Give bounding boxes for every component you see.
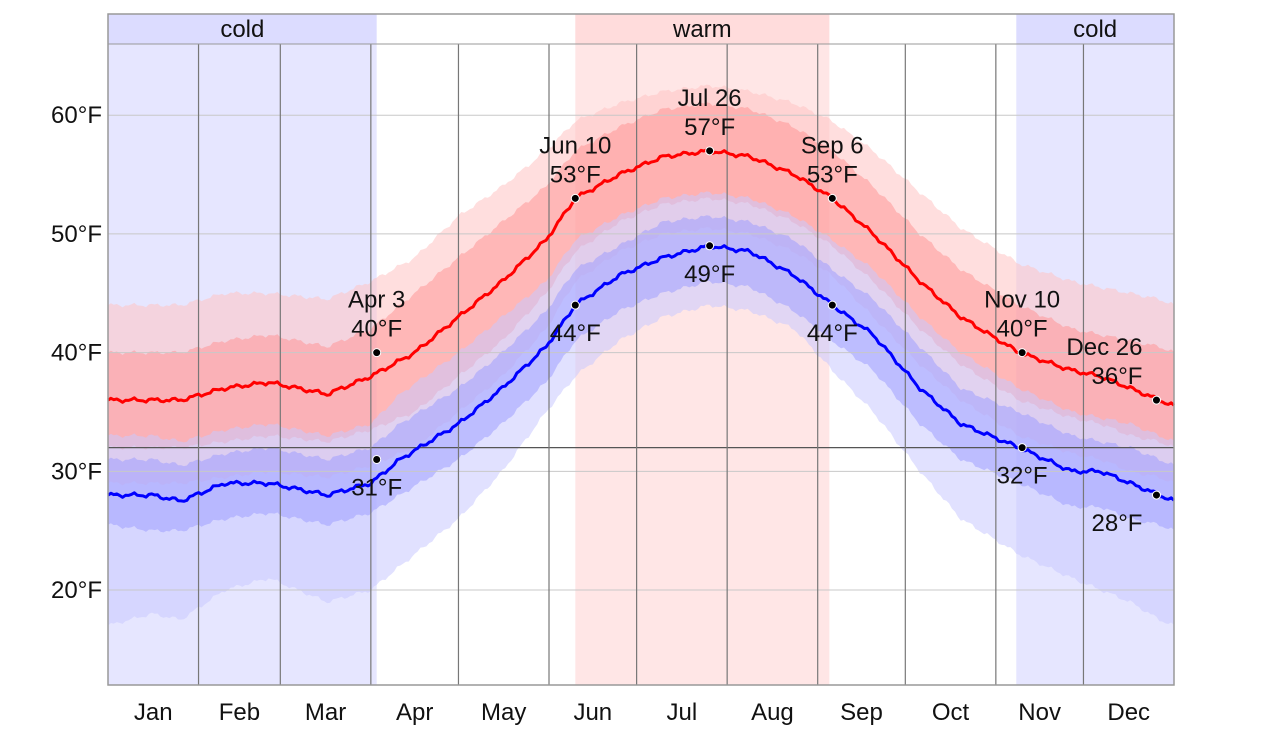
low-temperature-line xyxy=(107,243,1175,503)
low-outer-band xyxy=(108,191,1174,626)
season-label: cold xyxy=(1073,16,1117,43)
x-tick-label: Jan xyxy=(134,699,173,726)
date-label: Jul 26 xyxy=(678,85,742,112)
high-inner-band xyxy=(108,102,1174,450)
season-strip-warm xyxy=(575,14,830,44)
low-annotation-dot xyxy=(1151,490,1161,500)
date-label: Apr 3 xyxy=(348,287,405,314)
high-value-label: 53°F xyxy=(807,161,858,188)
y-tick-label: 30°F xyxy=(51,458,102,485)
low-annotation-dot xyxy=(570,300,580,310)
x-tick-label: Dec xyxy=(1107,699,1150,726)
y-tick-label: 60°F xyxy=(51,102,102,129)
x-tick-label: Sep xyxy=(840,699,883,726)
axes: 20°F 30°F 40°F 50°F 60°F Jan Feb Mar Apr May Jun Ju… xyxy=(51,102,1150,726)
season-label: cold xyxy=(220,16,264,43)
low-value-label: 28°F xyxy=(1092,510,1143,537)
season-strip-cold xyxy=(108,14,377,44)
high-value-label: 53°F xyxy=(550,161,601,188)
x-tick-label: Jun xyxy=(573,699,612,726)
high-annotation-dot xyxy=(827,193,837,203)
high-annotation-dot xyxy=(372,348,382,358)
x-tick-label: Apr xyxy=(396,699,433,726)
high-annotation-dot xyxy=(705,146,715,156)
x-tick-label: Feb xyxy=(219,699,260,726)
x-tick-label: Mar xyxy=(305,699,346,726)
high-value-label: 40°F xyxy=(351,316,402,343)
date-label: Sep 6 xyxy=(801,132,864,159)
low-annotation-dot xyxy=(1017,443,1027,453)
date-label: Dec 26 xyxy=(1066,334,1142,361)
low-annotation-dot xyxy=(827,300,837,310)
season-labels: cold warm cold xyxy=(108,16,1174,45)
y-tick-label: 50°F xyxy=(51,221,102,248)
low-annotation-dot xyxy=(705,241,715,251)
low-value-label: 31°F xyxy=(351,474,402,501)
grid xyxy=(108,44,1174,685)
high-value-label: 57°F xyxy=(684,114,735,141)
low-annotation-dot xyxy=(372,454,382,464)
date-label: Jun 10 xyxy=(539,132,611,159)
season-strip-cold xyxy=(1016,14,1174,44)
x-tick-label: Jul xyxy=(667,699,698,726)
annotation-dots xyxy=(372,146,1161,500)
x-tick-label: Aug xyxy=(751,699,794,726)
high-value-label: 36°F xyxy=(1092,363,1143,390)
high-annotation-dot xyxy=(570,193,580,203)
percentile-bands xyxy=(108,84,1174,626)
low-value-label: 44°F xyxy=(550,320,601,347)
high-value-label: 40°F xyxy=(997,316,1048,343)
season-label: warm xyxy=(672,16,732,43)
x-tick-label: May xyxy=(481,699,526,726)
high-annotation-dot xyxy=(1017,348,1027,358)
low-value-label: 49°F xyxy=(684,261,735,288)
date-label: Nov 10 xyxy=(984,287,1060,314)
low-value-label: 32°F xyxy=(997,463,1048,490)
high-temperature-line xyxy=(107,148,1175,407)
y-tick-label: 20°F xyxy=(51,577,102,604)
low-inner-band xyxy=(108,215,1174,533)
x-tick-label: Nov xyxy=(1018,699,1061,726)
x-tick-label: Oct xyxy=(932,699,970,726)
series-lines xyxy=(107,148,1175,503)
low-value-label: 44°F xyxy=(807,320,858,347)
y-tick-label: 40°F xyxy=(51,340,102,367)
high-annotation-dot xyxy=(1151,395,1161,405)
plot-frame xyxy=(107,13,1175,686)
